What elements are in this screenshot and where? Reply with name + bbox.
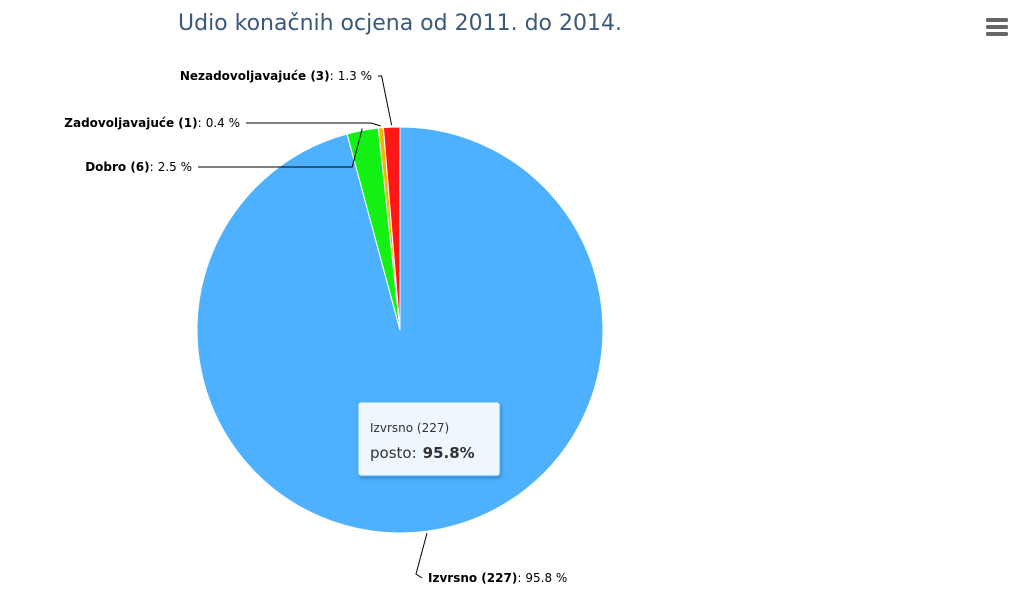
label-connector — [198, 128, 363, 168]
menu-button[interactable] — [986, 18, 1008, 36]
tooltip-value: 95.8% — [423, 444, 475, 462]
data-label-separator: : — [150, 160, 154, 174]
data-label-name: Dobro (6) — [85, 160, 149, 174]
menu-bar — [986, 32, 1008, 36]
menu-bar — [986, 18, 1008, 22]
label-connector — [415, 533, 428, 579]
data-label-value: 0.4 % — [206, 116, 240, 130]
tooltip-box — [357, 401, 501, 477]
tooltip-label: posto: — [370, 444, 417, 462]
pie-slice — [382, 126, 401, 331]
data-label-separator: : — [517, 571, 521, 585]
label-connector — [378, 75, 393, 126]
data-label: Dobro (6): 2.5 % — [85, 160, 192, 174]
data-label-name: Izvrsno (227) — [428, 571, 517, 585]
data-label: Zadovoljavajuće (1): 0.4 % — [64, 116, 240, 130]
menu-bar — [986, 25, 1008, 29]
data-label-name: Nezadovoljavajuće (3) — [180, 69, 330, 83]
label-connector — [246, 122, 381, 127]
data-label: Nezadovoljavajuće (3): 1.3 % — [180, 69, 372, 83]
data-label-name: Zadovoljavajuće (1) — [64, 116, 197, 130]
data-label-value: 95.8 % — [525, 571, 567, 585]
tooltip-line: posto: 95.8% — [370, 444, 475, 462]
tooltip: Izvrsno (227) posto: 95.8% — [357, 401, 501, 477]
data-label: Izvrsno (227): 95.8 % — [428, 571, 567, 585]
chart-title: Udio konačnih ocjena od 2011. do 2014. — [178, 11, 622, 36]
data-label-value: 2.5 % — [158, 160, 192, 174]
data-label-value: 1.3 % — [338, 69, 372, 83]
data-label-separator: : — [330, 69, 334, 83]
tooltip-title: Izvrsno (227) — [370, 421, 449, 435]
data-label-separator: : — [198, 116, 202, 130]
